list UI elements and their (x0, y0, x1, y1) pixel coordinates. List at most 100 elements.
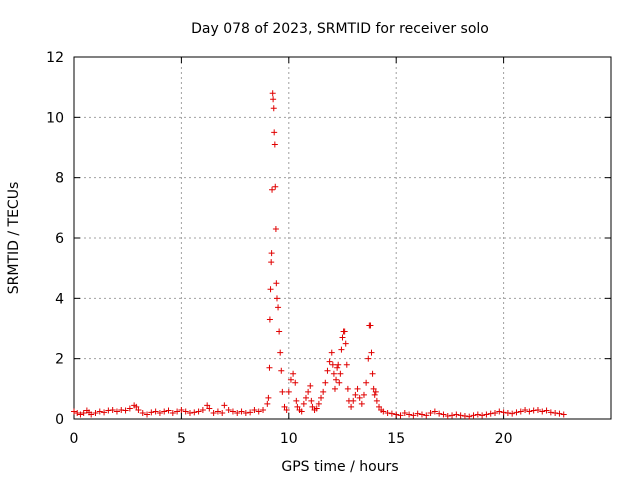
data-point (457, 412, 464, 419)
data-point (118, 406, 125, 413)
y-axis-label: SRMTID / TECUs (6, 182, 22, 295)
data-point (195, 408, 202, 415)
x-axis-label: GPS time / hours (281, 459, 398, 475)
data-point (313, 405, 320, 412)
data-point (126, 405, 133, 412)
data-point (210, 409, 217, 416)
data-point (360, 391, 367, 398)
data-point (285, 388, 292, 395)
data-point (92, 409, 99, 416)
data-point (492, 409, 499, 416)
data-point (522, 406, 529, 413)
data-point (344, 385, 351, 392)
y-tick-label: 8 (55, 171, 64, 187)
data-point (267, 286, 274, 293)
data-point (294, 403, 301, 410)
data-point (186, 409, 193, 416)
data-point (182, 408, 189, 415)
data-point (526, 408, 533, 415)
data-point (238, 408, 245, 415)
data-point (307, 382, 314, 389)
x-tick-label: 15 (387, 431, 405, 447)
data-point (219, 409, 226, 416)
data-point (71, 408, 77, 415)
data-point (496, 408, 503, 415)
data-point (363, 379, 370, 386)
data-point (539, 408, 546, 415)
data-point (328, 349, 335, 356)
data-point (122, 407, 129, 414)
data-point (247, 409, 254, 416)
data-point (466, 413, 473, 420)
data-point (373, 397, 380, 404)
grid (74, 57, 611, 419)
data-point (271, 129, 278, 136)
data-point (270, 105, 277, 112)
data-point (406, 411, 413, 418)
data-point (330, 370, 337, 377)
data-point (105, 407, 112, 414)
data-point (315, 400, 322, 407)
data-point (339, 334, 346, 341)
data-point (88, 411, 95, 418)
data-point (156, 409, 163, 416)
data-point (277, 349, 284, 356)
data-point (343, 361, 350, 368)
data-point (139, 409, 146, 416)
data-point (287, 376, 294, 383)
data-point (278, 367, 285, 374)
data-point (334, 364, 341, 371)
axis-ticks (73, 56, 611, 420)
data-point (509, 410, 516, 417)
data-point (388, 410, 395, 417)
data-point (338, 346, 345, 353)
data-point (269, 186, 276, 193)
x-tick-label: 10 (280, 431, 298, 447)
data-point (251, 406, 258, 413)
data-point (560, 411, 567, 418)
data-point (552, 409, 559, 416)
y-tick-label: 4 (55, 291, 64, 307)
data-point (556, 410, 563, 417)
data-point (225, 406, 232, 413)
data-point (504, 409, 511, 416)
data-point (449, 412, 456, 419)
data-point (410, 412, 417, 419)
data-point (369, 370, 376, 377)
data-point (178, 406, 185, 413)
data-point (80, 409, 87, 416)
data-point (268, 259, 275, 266)
data-point (318, 394, 325, 401)
data-point (268, 250, 275, 257)
data-point (273, 295, 280, 302)
data-point (352, 391, 359, 398)
data-point (204, 402, 211, 409)
data-point (368, 349, 375, 356)
data-point (326, 358, 333, 365)
data-point (444, 412, 451, 419)
data-point (109, 406, 116, 413)
data-point (423, 412, 430, 419)
data-point (214, 408, 221, 415)
data-point (113, 408, 120, 415)
x-tick-label: 20 (495, 431, 513, 447)
y-tick-label: 12 (46, 50, 64, 66)
data-point (96, 408, 103, 415)
data-point (309, 403, 316, 410)
x-tick-labels: 0 5 10 15 20 (70, 431, 513, 447)
data-points (71, 90, 567, 420)
data-point (470, 412, 477, 419)
data-point (272, 225, 279, 232)
data-point (358, 400, 365, 407)
data-point (165, 407, 172, 414)
data-point (273, 280, 280, 287)
data-point (234, 409, 241, 416)
data-point (74, 409, 81, 416)
data-point (333, 376, 340, 383)
data-point (161, 408, 168, 415)
data-point (322, 379, 329, 386)
data-point (242, 409, 249, 416)
data-point (365, 355, 372, 362)
data-point (308, 397, 315, 404)
